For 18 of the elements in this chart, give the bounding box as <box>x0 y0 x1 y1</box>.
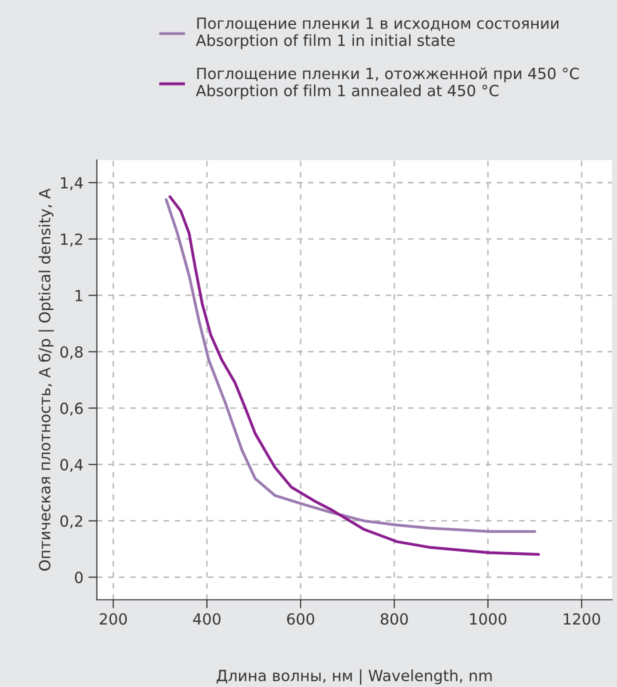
x-tick-label: 800 <box>380 613 408 625</box>
x-tick-label: 1000 <box>470 613 506 625</box>
y-axis-title: Оптическая плотность, А б/р | Optical density, A <box>38 188 54 571</box>
x-axis-title: Длина волны, нм | Wavelength, nm <box>216 669 492 685</box>
legend-label: Поглощение пленки 1 в исходном состоянии Absorption of film 1 in initial state <box>196 18 558 50</box>
x-tick-label: 200 <box>100 613 127 625</box>
y-tick-label: 0,8 <box>60 346 83 360</box>
x-tick-label: 1200 <box>564 613 600 625</box>
x-tick-label: 400 <box>193 613 220 625</box>
y-tick-label: 1,2 <box>61 233 82 247</box>
y-tick-label: 1 <box>76 290 82 302</box>
x-tick-label: 600 <box>287 613 314 625</box>
y-tick-label: 0,2 <box>60 515 82 528</box>
y-tick-label: 0,4 <box>60 458 83 472</box>
y-tick-label: 0 <box>74 572 83 584</box>
y-tick-label: 1,4 <box>61 177 83 190</box>
y-tick-label: 0,6 <box>60 402 83 416</box>
legend-label: Поглощение пленки 1, отожженной при 450 °C Absorption of film 1 annealed at 450 °C <box>196 67 579 100</box>
